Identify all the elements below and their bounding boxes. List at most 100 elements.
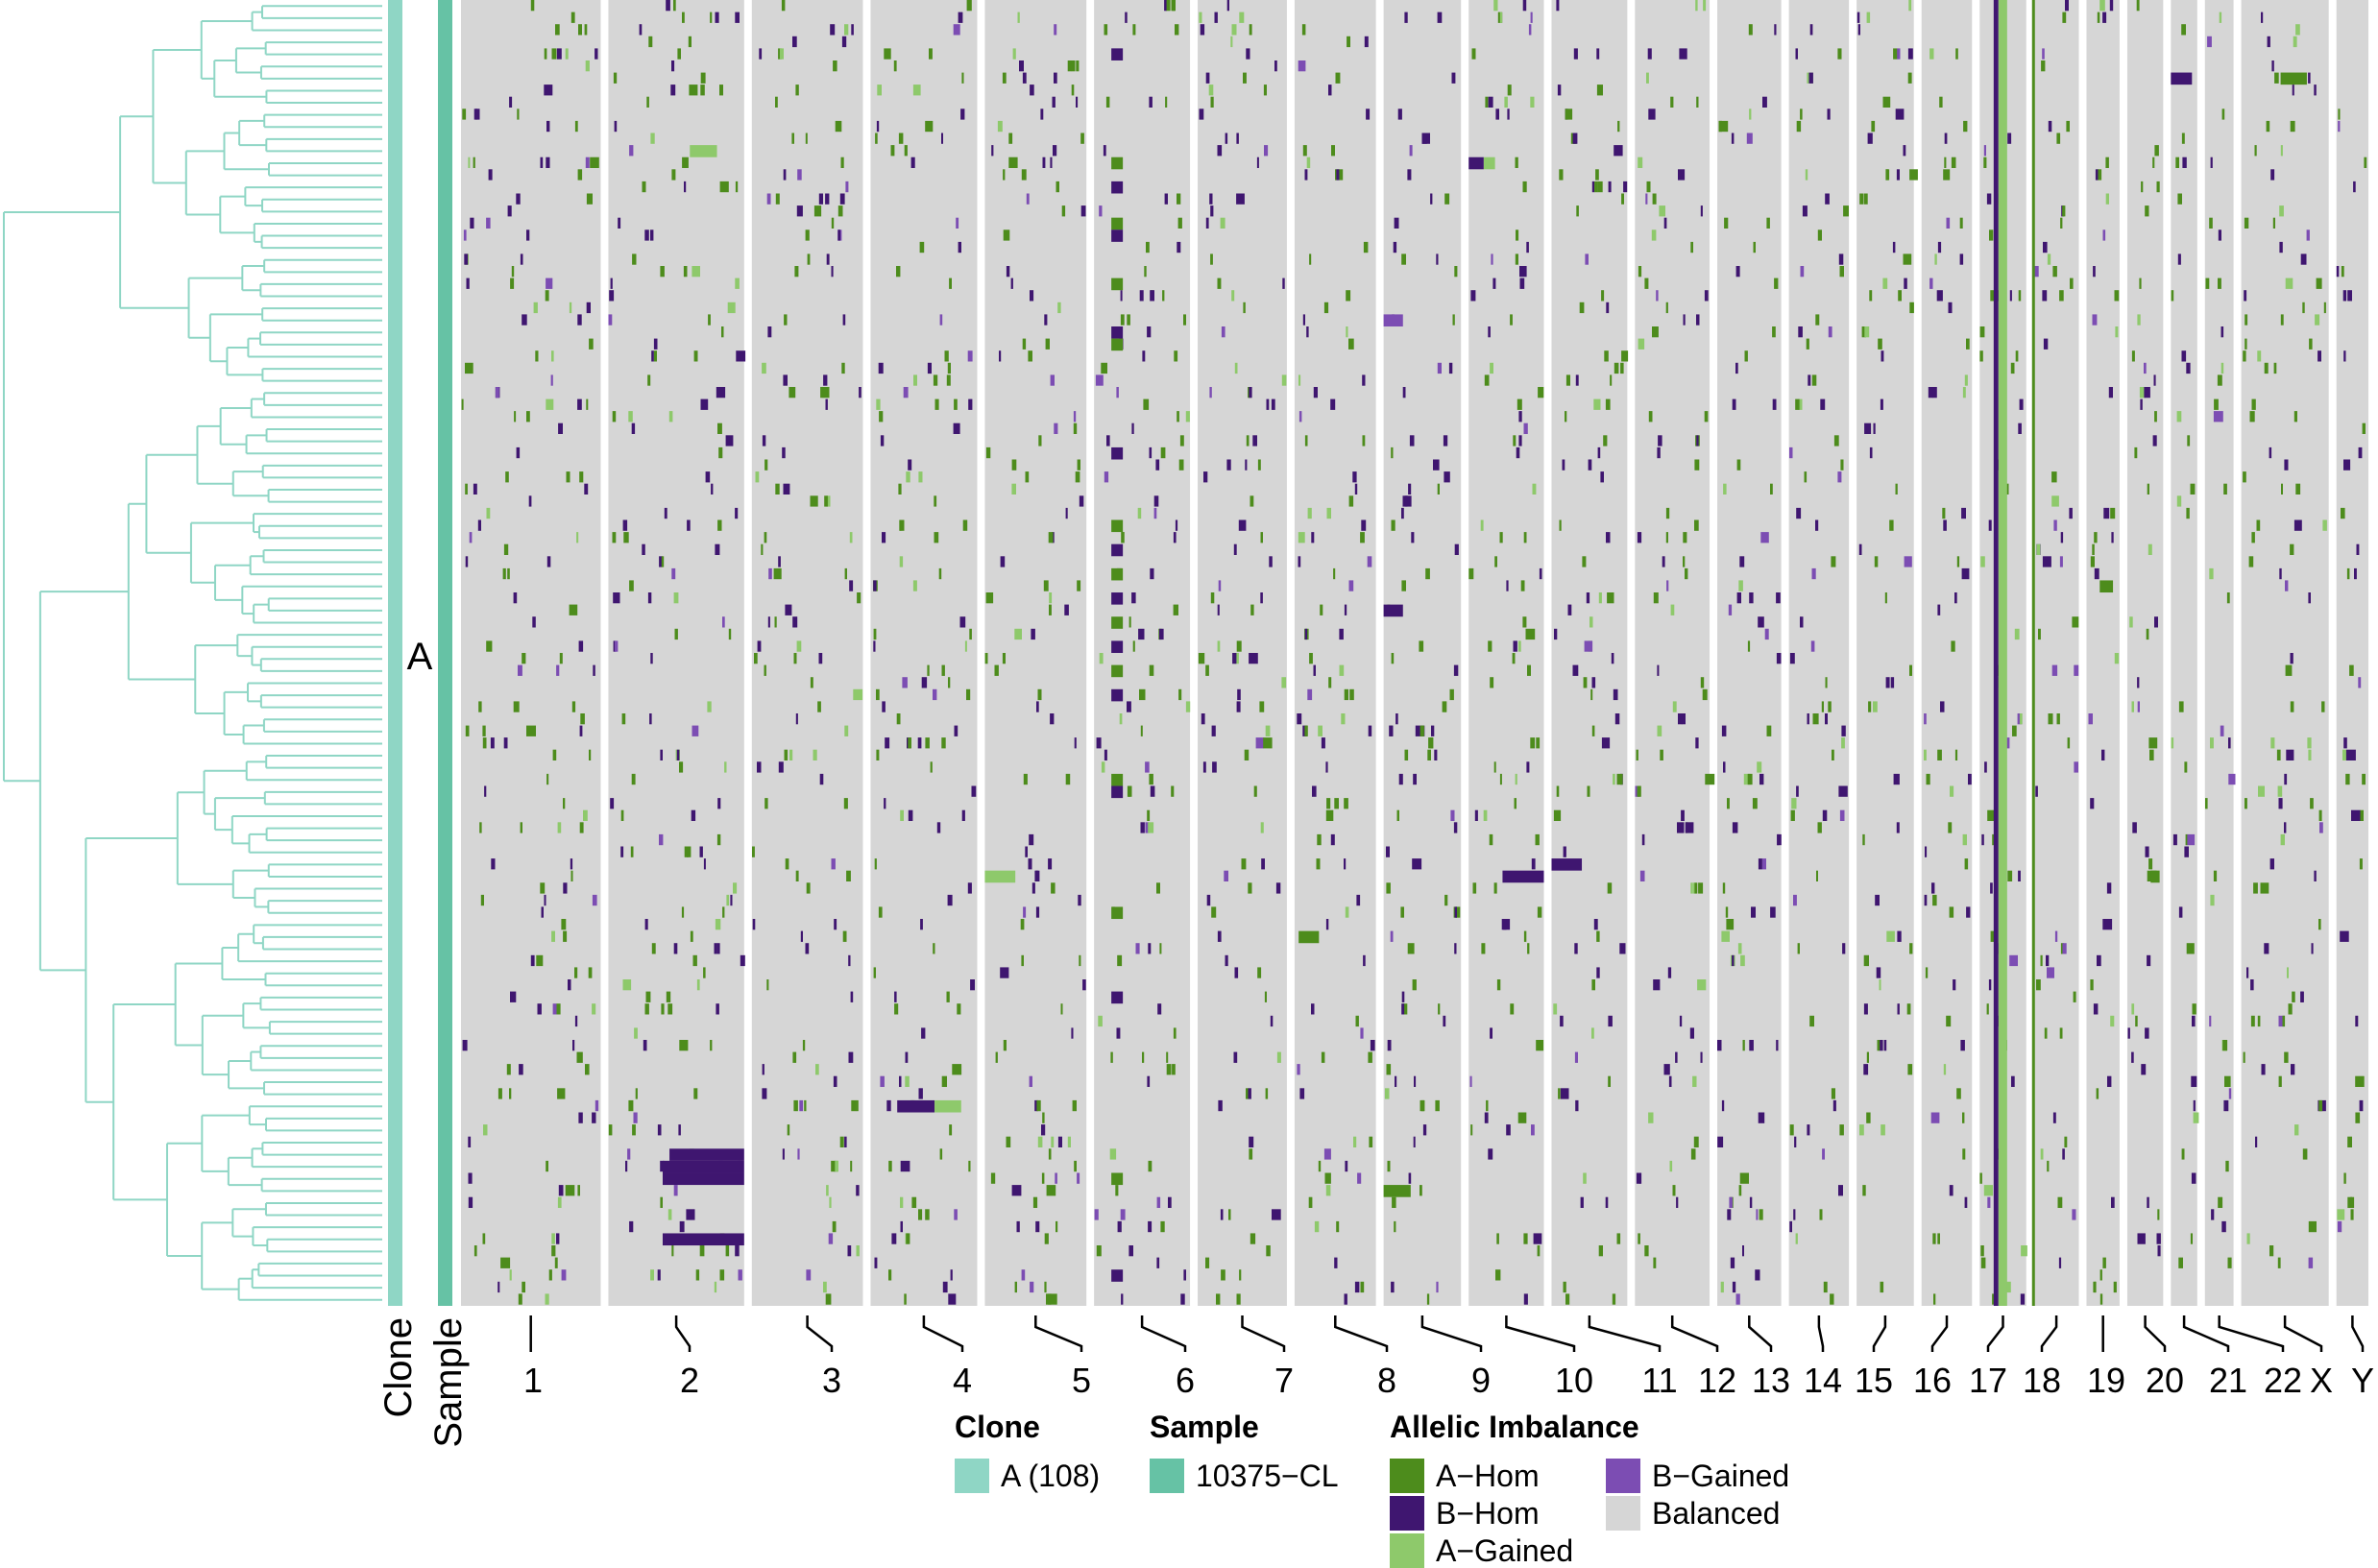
segment xyxy=(2186,507,2190,519)
segment xyxy=(1838,1185,1843,1196)
segment xyxy=(2273,362,2277,374)
segment xyxy=(1822,1148,1825,1160)
segment xyxy=(1314,1220,1320,1233)
segment xyxy=(576,1051,583,1063)
segment xyxy=(1833,435,1839,446)
segment xyxy=(2111,1196,2115,1208)
segment xyxy=(1696,96,1699,108)
segment xyxy=(569,604,578,615)
segment xyxy=(873,640,876,652)
segment xyxy=(1311,1003,1315,1015)
segment xyxy=(584,483,589,495)
segment xyxy=(1282,277,1285,289)
segment xyxy=(2074,761,2078,773)
segment xyxy=(530,954,535,967)
segment xyxy=(2217,374,2222,386)
segment xyxy=(1444,193,1450,205)
segment xyxy=(1006,1136,1011,1147)
segment xyxy=(2362,773,2366,785)
event-chr9 xyxy=(1383,314,1403,326)
segment xyxy=(2018,422,2022,434)
segment xyxy=(1231,24,1237,36)
segment xyxy=(1637,785,1641,797)
segment xyxy=(2290,701,2294,712)
segment xyxy=(1411,532,1415,543)
segment xyxy=(757,761,762,773)
segment xyxy=(1408,483,1412,495)
segment xyxy=(1583,677,1588,688)
segment xyxy=(716,387,726,398)
segment xyxy=(1160,446,1166,459)
segment xyxy=(473,1245,477,1257)
segment xyxy=(551,930,555,942)
segment xyxy=(1880,1281,1884,1293)
segment xyxy=(905,1051,909,1063)
segment xyxy=(1239,1269,1242,1281)
segment xyxy=(2062,943,2067,954)
segment xyxy=(2306,229,2310,241)
segment xyxy=(826,495,831,507)
segment xyxy=(650,229,654,241)
segment xyxy=(1506,1124,1511,1136)
segment xyxy=(936,822,941,833)
segment xyxy=(1244,749,1250,760)
segment xyxy=(1348,338,1354,350)
segment xyxy=(2219,12,2222,23)
segment xyxy=(1370,1040,1375,1051)
legend-item-label: B−Gained xyxy=(1652,1459,1789,1493)
segment xyxy=(2250,979,2254,991)
segment xyxy=(692,725,699,736)
segment xyxy=(962,519,968,531)
segment xyxy=(1177,193,1181,205)
segment xyxy=(1908,0,1912,12)
segment xyxy=(1104,471,1109,483)
segment xyxy=(689,84,698,96)
segment xyxy=(1389,725,1394,736)
segment xyxy=(1044,314,1048,326)
segment xyxy=(1608,1015,1613,1027)
segment xyxy=(850,991,854,1002)
event-chr2 xyxy=(690,145,717,157)
segment xyxy=(2345,749,2356,760)
segment xyxy=(1526,761,1530,773)
segment xyxy=(920,919,923,930)
segment xyxy=(1597,181,1603,193)
segment xyxy=(2286,749,2292,760)
segment xyxy=(911,1196,917,1208)
segment xyxy=(1360,532,1365,543)
segment xyxy=(1909,169,1918,181)
segment xyxy=(1080,133,1084,144)
legend-swatch xyxy=(1390,1496,1424,1531)
segment xyxy=(1562,459,1565,470)
segment xyxy=(1324,1172,1331,1184)
segment xyxy=(2176,495,2182,507)
segment xyxy=(1420,725,1424,736)
segment xyxy=(896,266,901,277)
segment xyxy=(1886,930,1895,942)
segment xyxy=(1934,253,1937,265)
segment xyxy=(1530,96,1535,108)
segment xyxy=(1731,133,1735,144)
segment xyxy=(898,133,904,144)
segment xyxy=(502,567,506,580)
segment xyxy=(678,1124,681,1136)
segment xyxy=(585,1064,590,1075)
segment xyxy=(1591,979,1595,991)
segment xyxy=(2245,338,2247,350)
segment xyxy=(2065,0,2069,12)
segment xyxy=(2011,1075,2015,1087)
segment xyxy=(1937,1233,1940,1244)
segment xyxy=(1986,1003,1989,1015)
segment xyxy=(856,1245,860,1257)
segment xyxy=(2115,326,2119,338)
segment xyxy=(2007,870,2013,881)
segment xyxy=(1299,1088,1305,1099)
segment xyxy=(941,133,943,144)
segment xyxy=(910,157,915,168)
segment xyxy=(1202,761,1206,773)
segment xyxy=(1616,773,1623,785)
segment xyxy=(2134,446,2138,459)
segment xyxy=(1408,1172,1412,1184)
segment xyxy=(717,798,721,809)
